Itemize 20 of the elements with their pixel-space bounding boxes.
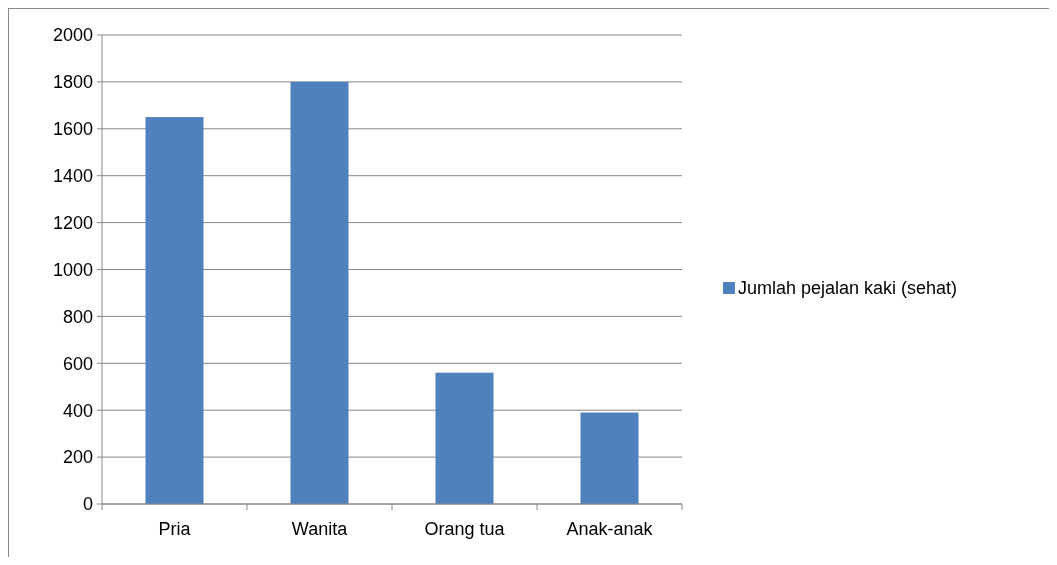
y-tick-label: 400 xyxy=(62,400,93,421)
x-tick-label: Anak-anak xyxy=(566,519,654,539)
x-tick-label: Wanita xyxy=(291,519,349,539)
y-tick-label: 0 xyxy=(82,494,93,515)
bar xyxy=(580,412,639,504)
bar xyxy=(145,117,204,504)
y-tick-label: 200 xyxy=(62,447,93,468)
y-tick-label: 2000 xyxy=(52,25,93,46)
y-tick-label: 800 xyxy=(62,306,93,327)
legend-label: Jumlah pejalan kaki (sehat) xyxy=(738,278,958,299)
y-tick-label: 1600 xyxy=(52,119,93,140)
bar xyxy=(435,372,494,504)
x-tick-label: Orang tua xyxy=(424,519,506,539)
y-tick-label: 1400 xyxy=(52,166,93,186)
y-tick-label: 1200 xyxy=(52,212,93,233)
bar xyxy=(290,81,349,504)
y-tick-label: 600 xyxy=(62,353,93,374)
y-tick-label: 1000 xyxy=(52,259,93,280)
x-tick-label: Pria xyxy=(158,519,192,539)
y-tick-label: 1800 xyxy=(52,72,93,93)
